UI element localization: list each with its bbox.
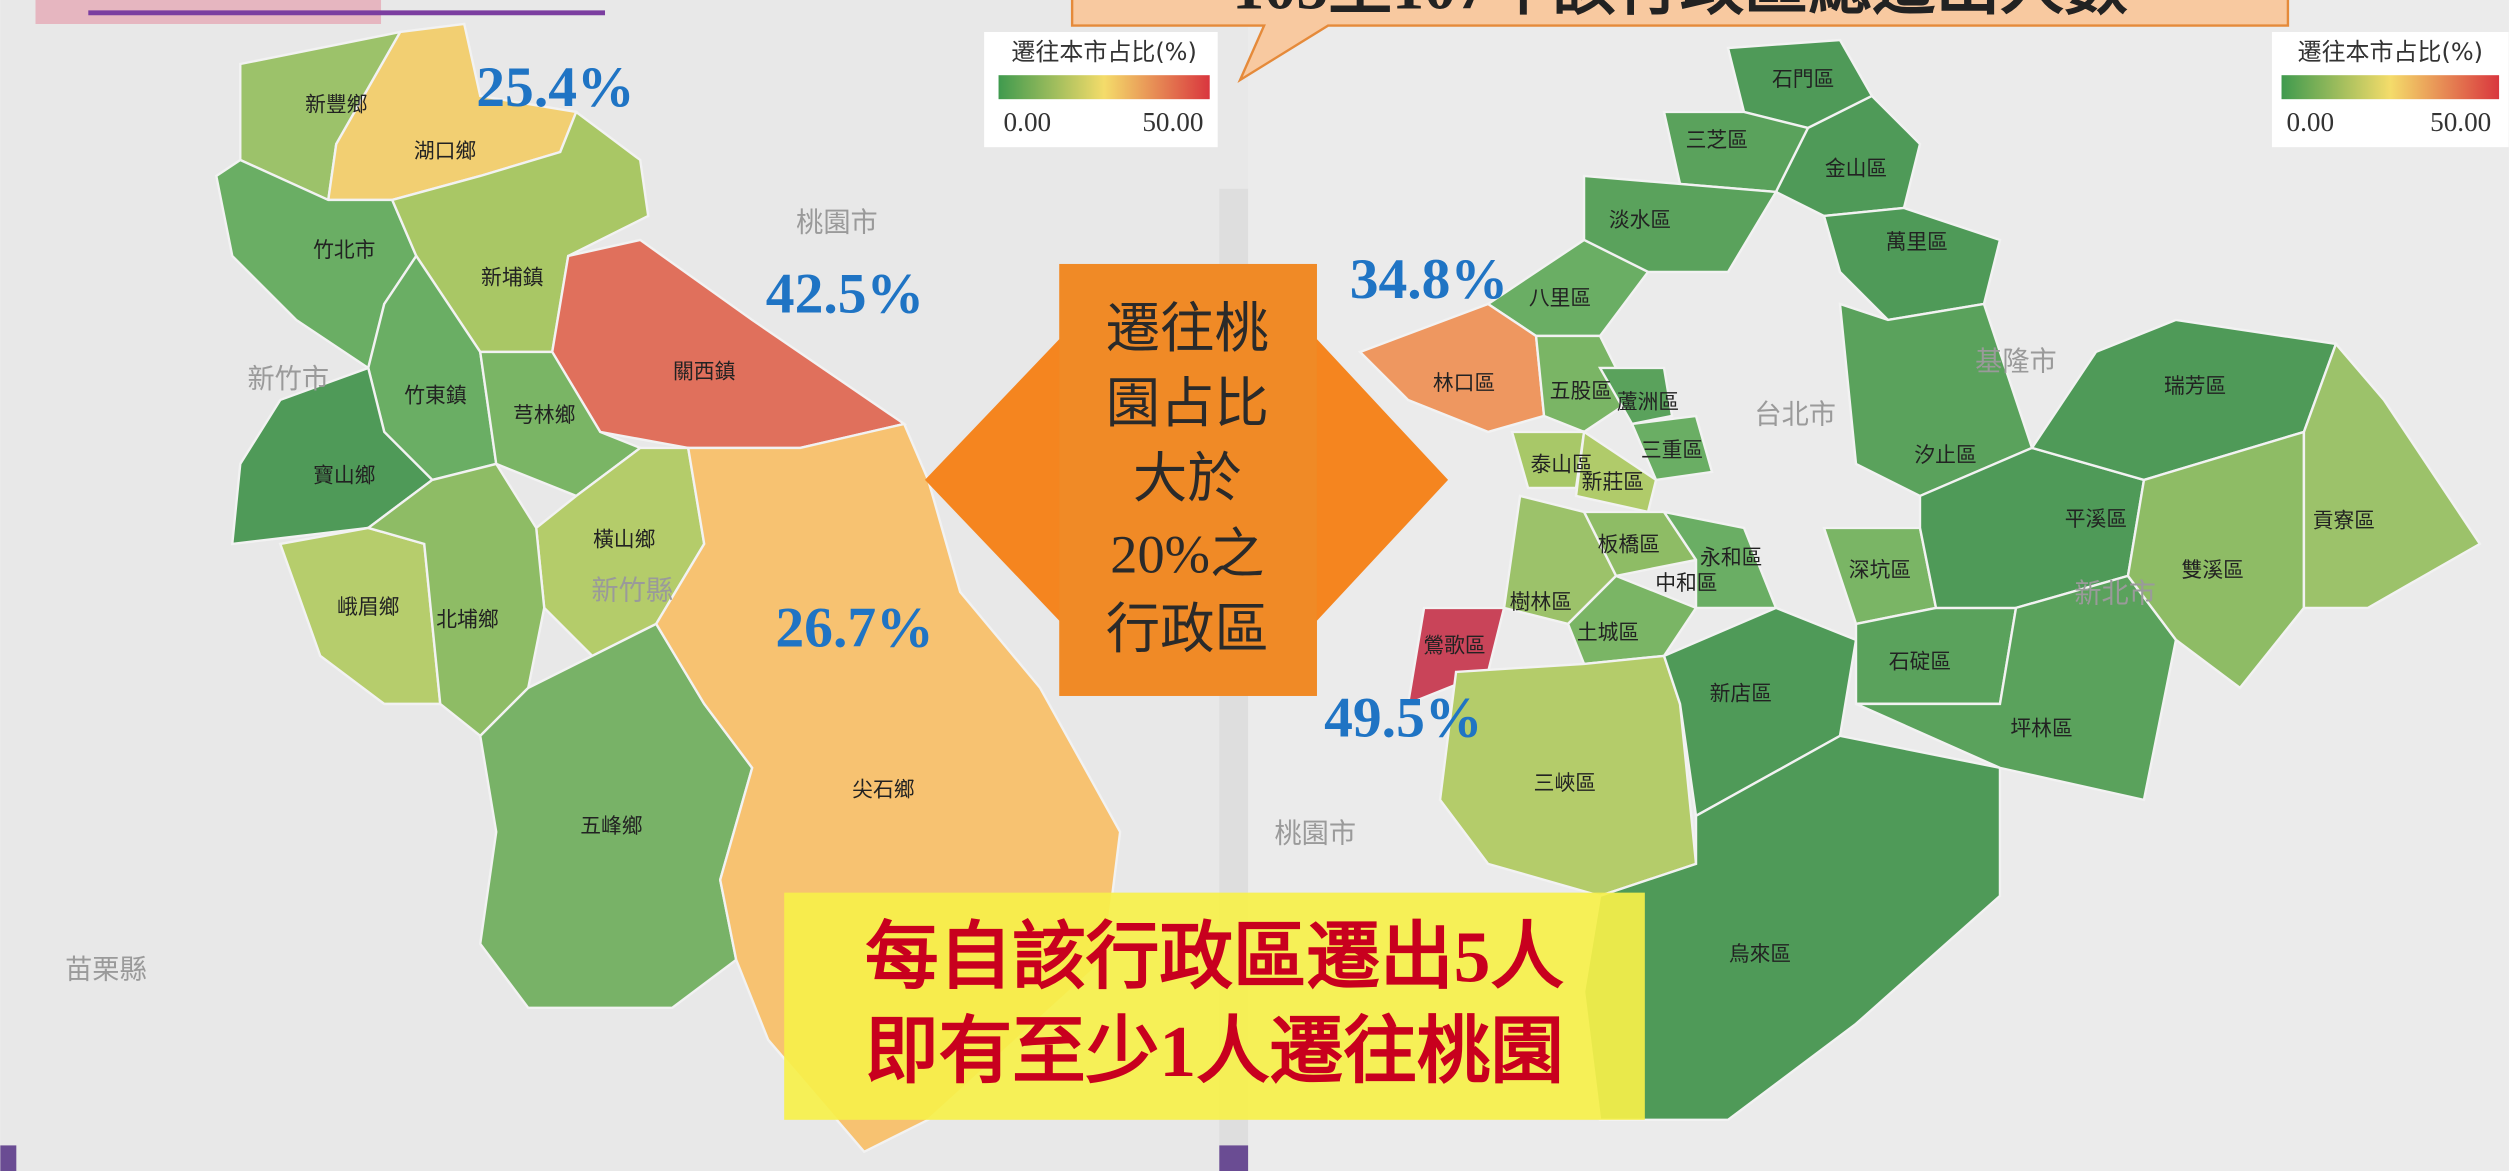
- district-label: 萬里區: [1886, 230, 1948, 254]
- district-label: 北埔鄉: [436, 608, 498, 632]
- highlight-line: 每自該行政區遷出5人: [865, 916, 1564, 998]
- district-label: 湖口鄉: [414, 139, 476, 163]
- place-label: 苗栗縣: [65, 955, 147, 986]
- district-label: 鶯歌區: [1423, 633, 1485, 657]
- place-label: 桃園市: [796, 207, 878, 238]
- district-label: 三重區: [1641, 438, 1703, 462]
- legend-min: 0.00: [1004, 107, 1052, 137]
- legend-title: 遷往本市占比(%): [1011, 38, 1196, 66]
- district-label: 中和區: [1655, 571, 1717, 595]
- district-label: 尖石鄉: [852, 777, 914, 801]
- regions: [214, 22, 2482, 1154]
- district-label: 三峽區: [1534, 771, 1596, 795]
- percentage: 49.5%: [1324, 686, 1482, 749]
- district-label: 蘆洲區: [1617, 390, 1679, 414]
- district-area: [1566, 574, 1698, 666]
- district-label: 橫山鄉: [593, 528, 655, 552]
- legend-min: 0.00: [2287, 107, 2335, 137]
- district-label: 瑞芳區: [2164, 374, 2226, 398]
- district-label: 關西鎮: [673, 360, 735, 384]
- district-label: 石碇區: [1889, 649, 1951, 673]
- district-label: 深坑區: [1849, 558, 1911, 582]
- legend-gradient: [998, 75, 1210, 100]
- district-area: [230, 366, 435, 546]
- percentage: 25.4%: [476, 56, 634, 119]
- district-label: 金山區: [1825, 157, 1887, 181]
- district-label: 竹東鎮: [404, 384, 466, 408]
- district-area: [1597, 366, 1674, 426]
- district-label: 平溪區: [2065, 507, 2127, 531]
- district-label: 石門區: [1772, 67, 1834, 91]
- district-area: [1582, 734, 2002, 1122]
- district-label: 竹北市: [313, 238, 375, 262]
- district-label: 五股區: [1550, 379, 1612, 403]
- district-label: 芎林鄉: [513, 403, 575, 427]
- district-area: [2302, 341, 2482, 610]
- district-label: 板橋區: [1598, 533, 1660, 557]
- callout: [1070, 0, 2290, 84]
- percentage: 26.7%: [775, 597, 933, 660]
- district-area: [1630, 414, 1714, 482]
- district-label: 泰山區: [1530, 453, 1592, 477]
- district-label: 永和區: [1700, 545, 1762, 569]
- legend-max: 50.00: [1142, 107, 1203, 137]
- place-label: 桃園市: [1275, 819, 1357, 850]
- legend-gradient: [2281, 75, 2500, 100]
- arrow-text: 遷往桃: [1106, 299, 1269, 359]
- legend-title: 遷往本市占比(%): [2298, 38, 2483, 66]
- percentage: 34.8%: [1350, 248, 1508, 311]
- place-label: 基隆市: [1975, 347, 2057, 378]
- percentage: 42.5%: [766, 262, 924, 325]
- district-label: 貢寮區: [2313, 509, 2375, 533]
- place-label: 台北市: [1754, 399, 1836, 430]
- bar-mark: [0, 1145, 17, 1171]
- highlight-box: [784, 892, 1645, 1120]
- district-label: 雙溪區: [2182, 558, 2244, 582]
- place-label: 新北市: [2074, 579, 2156, 610]
- legend-max: 50.00: [2430, 107, 2491, 137]
- district-label: 林口區: [1433, 371, 1495, 395]
- district-label: 三芝區: [1686, 128, 1748, 152]
- arrow-box: [1059, 263, 1317, 696]
- district-label: 土城區: [1577, 620, 1639, 644]
- district-label: 烏來區: [1729, 942, 1791, 966]
- district-area: [1534, 334, 1634, 434]
- district-label: 新豐鄉: [305, 93, 367, 117]
- district-label: 新埔鎮: [481, 265, 543, 289]
- district-label: 八里區: [1529, 286, 1591, 310]
- district-label: 淡水區: [1609, 208, 1671, 232]
- district-label: 樹林區: [1510, 590, 1572, 614]
- district-label: 峨眉鄉: [337, 595, 399, 619]
- arrow-text: 大於: [1133, 449, 1242, 509]
- district-label: 新店區: [1710, 681, 1772, 705]
- callout-text: 105至107年該行政區總遷出人數: [1232, 0, 2128, 22]
- arrow-text: 行政區: [1106, 600, 1269, 660]
- bar-mark: [1219, 1145, 1249, 1171]
- district-label: 汐止區: [1914, 443, 1976, 467]
- place-label: 新竹市: [247, 364, 329, 395]
- district-area: [365, 462, 546, 738]
- highlight-line: 即有至少1人遷往桃園: [865, 1010, 1564, 1092]
- arrow-text: 20%之: [1110, 524, 1264, 584]
- district-label: 新莊區: [1582, 470, 1644, 494]
- district-label: 坪林區: [2010, 716, 2072, 740]
- district-label: 寶山鄉: [313, 464, 375, 488]
- arrow-text: 園占比: [1106, 374, 1269, 434]
- district-label: 五峰鄉: [580, 814, 642, 838]
- district-area: [1661, 510, 1778, 610]
- place-label: 新竹縣: [591, 575, 673, 606]
